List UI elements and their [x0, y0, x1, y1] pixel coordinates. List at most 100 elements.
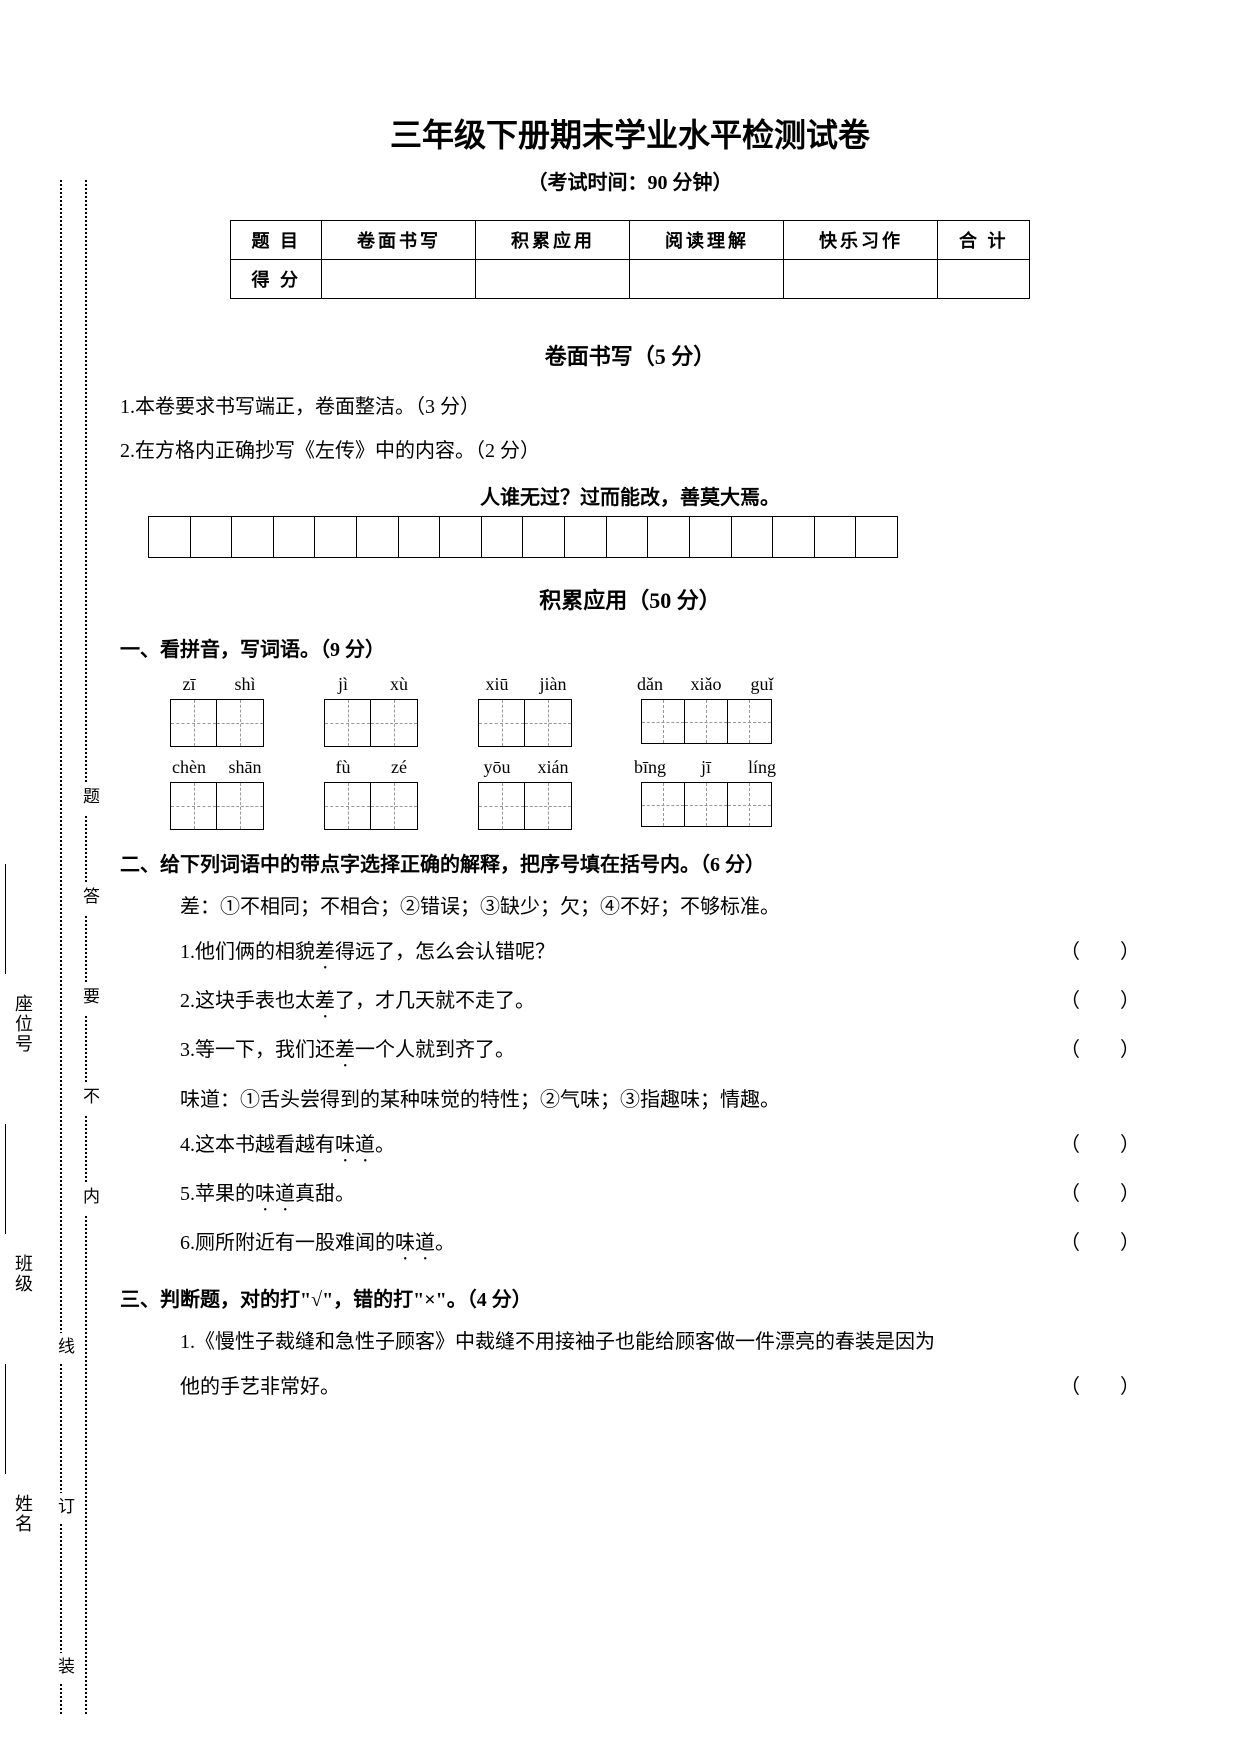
exam-subtitle: （考试时间：90 分钟） — [120, 166, 1140, 195]
pinyin-labels: yōuxián — [479, 757, 571, 778]
emphasized-char: 差 — [335, 1039, 355, 1061]
answer-paren[interactable]: （ ） — [1060, 1128, 1140, 1167]
q2-item: 6.厕所附近有一股难闻的味道。（ ） — [120, 1226, 1140, 1265]
section1-quote: 人谁无过？过而能改，善莫大焉。 — [120, 481, 1140, 510]
answer-paren[interactable]: （ ） — [1060, 1177, 1140, 1216]
writing-cell[interactable] — [191, 517, 233, 557]
writing-cell[interactable] — [565, 517, 607, 557]
tianzige-cell[interactable] — [728, 783, 771, 826]
writing-cell[interactable] — [399, 517, 441, 557]
score-cell[interactable] — [938, 260, 1030, 299]
tianzige-cell[interactable] — [525, 783, 571, 829]
writing-cell[interactable] — [690, 517, 732, 557]
writing-cell[interactable] — [523, 517, 565, 557]
writing-cell[interactable] — [315, 517, 357, 557]
pinyin-syllable: xù — [381, 674, 417, 695]
emphasized-char: 味道 — [335, 1134, 375, 1156]
writing-cell[interactable] — [232, 517, 274, 557]
tianzige-row[interactable] — [170, 699, 264, 747]
binding-label-name: 姓名 — [10, 1494, 36, 1534]
answer-paren[interactable]: （ ） — [1060, 935, 1140, 974]
tianzige-cell[interactable] — [325, 700, 371, 746]
q2-item-text: 3.等一下，我们还差一个人就到齐了。 — [180, 1033, 515, 1072]
tianzige-cell[interactable] — [642, 783, 685, 826]
pinyin-syllable: guǐ — [744, 674, 780, 695]
score-cell[interactable] — [630, 260, 784, 299]
score-cell[interactable] — [322, 260, 476, 299]
pinyin-syllable: jì — [325, 674, 361, 695]
tianzige-cell[interactable] — [479, 700, 525, 746]
tianzige-cell[interactable] — [728, 700, 771, 743]
q2-item-text: 4.这本书越看越有味道。 — [180, 1128, 395, 1167]
tianzige-cell[interactable] — [642, 700, 685, 743]
pinyin-block: xiūjiàn — [478, 674, 572, 747]
tianzige-row[interactable] — [324, 782, 418, 830]
tianzige-row[interactable] — [641, 699, 772, 744]
pinyin-syllable: shān — [227, 757, 263, 778]
tianzige-cell[interactable] — [371, 783, 417, 829]
pinyin-labels: bīngjīlíng — [632, 757, 780, 778]
table-row: 题 目 卷面书写 积累应用 阅读理解 快乐习作 合 计 — [231, 221, 1030, 260]
q3-title: 三、判断题，对的打"√"，错的打"×"。（4 分） — [120, 1283, 1140, 1312]
writing-cell[interactable] — [607, 517, 649, 557]
tianzige-row[interactable] — [478, 699, 572, 747]
pinyin-syllable: bīng — [632, 757, 668, 778]
tianzige-cell[interactable] — [217, 783, 263, 829]
pinyin-syllable: chèn — [171, 757, 207, 778]
tianzige-cell[interactable] — [685, 700, 728, 743]
writing-cell[interactable] — [648, 517, 690, 557]
answer-paren[interactable]: （ ） — [1060, 1033, 1140, 1072]
emphasized-char: 差 — [315, 941, 335, 963]
emphasized-char: 味道 — [255, 1183, 295, 1205]
tianzige-cell[interactable] — [479, 783, 525, 829]
score-header: 阅读理解 — [630, 221, 784, 260]
tianzige-cell[interactable] — [171, 700, 217, 746]
pinyin-block: zīshì — [170, 674, 264, 747]
writing-cell[interactable] — [856, 517, 897, 557]
tianzige-row[interactable] — [170, 782, 264, 830]
q2-item: 2.这块手表也太差了，才几天就不走了。 （ ） — [120, 984, 1140, 1023]
tianzige-cell[interactable] — [685, 783, 728, 826]
pinyin-labels: jìxù — [325, 674, 417, 695]
pinyin-block: chèn shān — [170, 757, 264, 830]
tianzige-row[interactable] — [324, 699, 418, 747]
writing-cell[interactable] — [815, 517, 857, 557]
writing-cell[interactable] — [274, 517, 316, 557]
section1-item1: 1.本卷要求书写端正，卷面整洁。（3 分） — [120, 389, 1140, 425]
pinyin-syllable: jiàn — [535, 674, 571, 695]
tianzige-cell[interactable] — [171, 783, 217, 829]
pinyin-labels: zīshì — [171, 674, 263, 695]
q2-item-text: 2.这块手表也太差了，才几天就不走了。 — [180, 984, 535, 1023]
writing-cell[interactable] — [149, 517, 191, 557]
score-header: 合 计 — [938, 221, 1030, 260]
pinyin-labels: chèn shān — [171, 757, 263, 778]
answer-paren[interactable]: （ ） — [1060, 1370, 1140, 1399]
tianzige-cell[interactable] — [371, 700, 417, 746]
answer-paren[interactable]: （ ） — [1060, 1226, 1140, 1265]
tianzige-cell[interactable] — [325, 783, 371, 829]
pinyin-syllable: jī — [688, 757, 724, 778]
writing-cell[interactable] — [732, 517, 774, 557]
tianzige-row[interactable] — [478, 782, 572, 830]
page-content: 三年级下册期末学业水平检测试卷 （考试时间：90 分钟） 题 目 卷面书写 积累… — [0, 0, 1240, 1449]
score-table: 题 目 卷面书写 积累应用 阅读理解 快乐习作 合 计 得 分 — [230, 220, 1030, 299]
section2-heading: 积累应用（50 分） — [120, 583, 1140, 615]
writing-cell[interactable] — [773, 517, 815, 557]
writing-grid[interactable] — [148, 516, 898, 558]
answer-paren[interactable]: （ ） — [1060, 984, 1140, 1023]
pinyin-syllable: líng — [744, 757, 780, 778]
q3-item-text: 他的手艺非常好。 — [180, 1370, 340, 1399]
tianzige-cell[interactable] — [217, 700, 263, 746]
table-row: 得 分 — [231, 260, 1030, 299]
tianzige-row[interactable] — [641, 782, 772, 827]
tianzige-cell[interactable] — [525, 700, 571, 746]
pinyin-labels: dǎnxiǎoguǐ — [632, 674, 780, 695]
writing-cell[interactable] — [440, 517, 482, 557]
writing-cell[interactable] — [482, 517, 524, 557]
pinyin-syllable: xiū — [479, 674, 515, 695]
score-cell[interactable] — [476, 260, 630, 299]
score-cell[interactable] — [784, 260, 938, 299]
writing-cell[interactable] — [357, 517, 399, 557]
pinyin-syllable: zī — [171, 674, 207, 695]
pinyin-row: zīshì jìxù xiūjiàn dǎnxiǎoguǐ — [170, 674, 1140, 747]
